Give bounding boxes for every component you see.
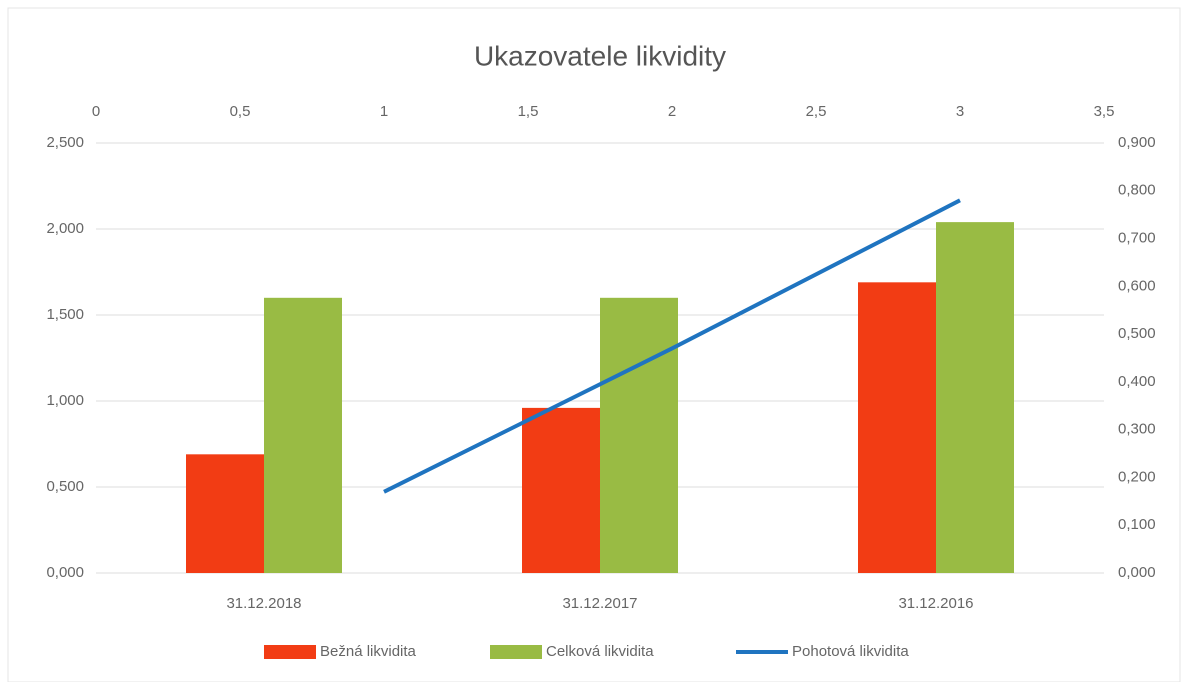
y2-tick-label: 0,600 xyxy=(1118,277,1156,294)
y2-tick-label: 0,800 xyxy=(1118,182,1156,199)
y-tick-label: 2,500 xyxy=(46,134,84,151)
y-tick-label: 1,000 xyxy=(46,392,84,409)
x2-tick-label: 3 xyxy=(956,103,964,120)
x2-tick-label: 3,5 xyxy=(1094,103,1115,120)
y-tick-label: 1,500 xyxy=(46,306,84,323)
line xyxy=(383,198,961,494)
x2-tick-label: 0,5 xyxy=(230,103,251,120)
bar xyxy=(264,297,342,573)
y2-tick-label: 0,400 xyxy=(1118,373,1156,390)
bar xyxy=(858,282,936,573)
legend-label: Pohotová likvidita xyxy=(792,643,909,660)
x-tick-label: 31.12.2018 xyxy=(226,595,301,612)
x2-tick-label: 2,5 xyxy=(806,103,827,120)
bar xyxy=(600,297,678,573)
x-tick-label: 31.12.2016 xyxy=(898,595,973,612)
y2-tick-label: 0,300 xyxy=(1118,421,1156,438)
bar xyxy=(522,407,600,573)
bar xyxy=(936,222,1014,573)
x2-tick-label: 2 xyxy=(668,103,676,120)
x2-tick-label: 1,5 xyxy=(518,103,539,120)
legend-swatch xyxy=(264,645,316,659)
chart-title: Ukazovatele likvidity xyxy=(474,40,726,71)
legend-label: Bežná likvidita xyxy=(320,643,417,660)
y2-tick-label: 0,700 xyxy=(1118,230,1156,247)
y2-tick-label: 0,200 xyxy=(1118,468,1156,485)
y2-tick-label: 0,000 xyxy=(1118,564,1156,581)
y2-tick-label: 0,900 xyxy=(1118,134,1156,151)
legend-label: Celková likvidita xyxy=(546,643,654,660)
y-tick-label: 0,000 xyxy=(46,564,84,581)
y-tick-label: 0,500 xyxy=(46,478,84,495)
y2-tick-label: 0,500 xyxy=(1118,325,1156,342)
x2-tick-label: 0 xyxy=(92,103,100,120)
x-tick-label: 31.12.2017 xyxy=(562,595,637,612)
legend-swatch xyxy=(490,645,542,659)
bar xyxy=(186,454,264,573)
y-tick-label: 2,000 xyxy=(46,220,84,237)
y2-tick-label: 0,100 xyxy=(1118,516,1156,533)
x2-tick-label: 1 xyxy=(380,103,388,120)
